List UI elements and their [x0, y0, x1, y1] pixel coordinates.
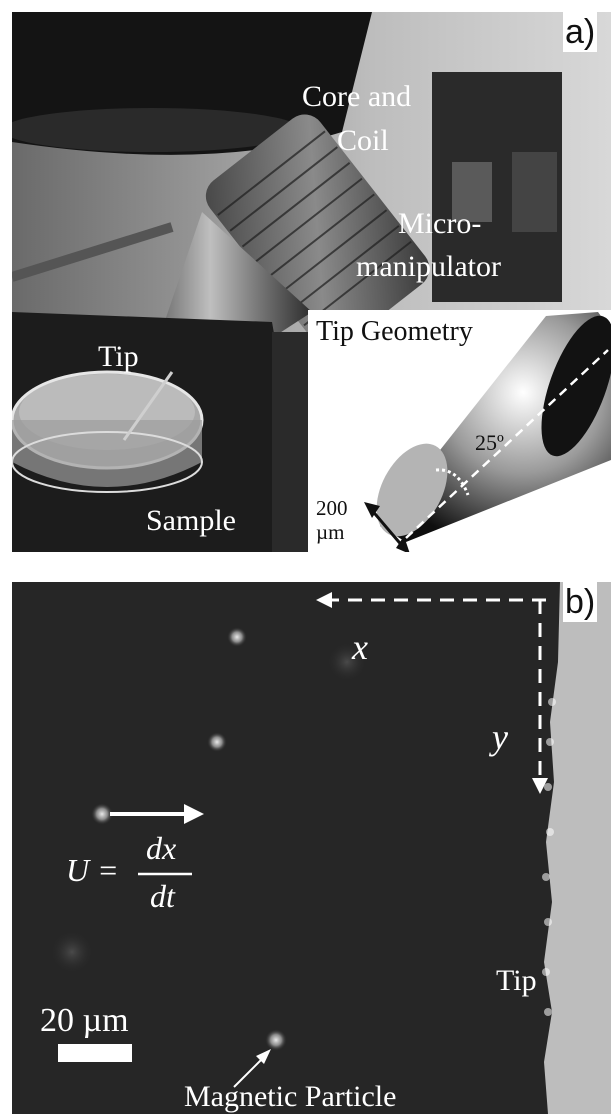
tip-size-value: 200 [316, 496, 348, 520]
tip-geometry-title: Tip Geometry [316, 316, 473, 347]
photo-panel-a: Core and Coil Micro- manipulator Tip Sam… [12, 12, 611, 552]
tip-geometry-inset: Tip Geometry 25º 200 µm [308, 310, 611, 552]
magnetic-particle-label: Magnetic Particle [184, 1080, 397, 1113]
tip-label-b: Tip [496, 964, 537, 997]
core-and-coil-label-line2: Coil [337, 124, 389, 157]
x-axis-label: x [352, 627, 368, 667]
microscope-photo [12, 12, 611, 552]
scale-bar [58, 1044, 132, 1062]
cone-angle-label: 25º [475, 430, 504, 455]
tip-geometry-diagram [364, 312, 611, 552]
panel-a-letter: a) [563, 12, 598, 52]
micromanipulator-label-line2: manipulator [356, 250, 501, 283]
velocity-equation-denominator: dt [150, 878, 175, 914]
velocity-equation-lhs: U = [66, 852, 119, 888]
particle-micrograph [12, 582, 611, 1114]
scale-bar-label: 20 µm [40, 1002, 129, 1039]
velocity-equation-numerator: dx [146, 830, 177, 866]
core-and-coil-label-line1: Core and [302, 80, 412, 113]
micrograph-panel-b: b) x y U = dx dt Tip 20 µm Magnetic Part… [12, 582, 611, 1114]
tip-size-unit: µm [316, 520, 345, 544]
micromanipulator-label-line1: Micro- [398, 207, 482, 240]
y-axis-label: y [492, 717, 508, 757]
tip-label-a: Tip [98, 340, 139, 373]
sample-label: Sample [146, 504, 236, 537]
panel-b-letter: b) [563, 582, 598, 622]
